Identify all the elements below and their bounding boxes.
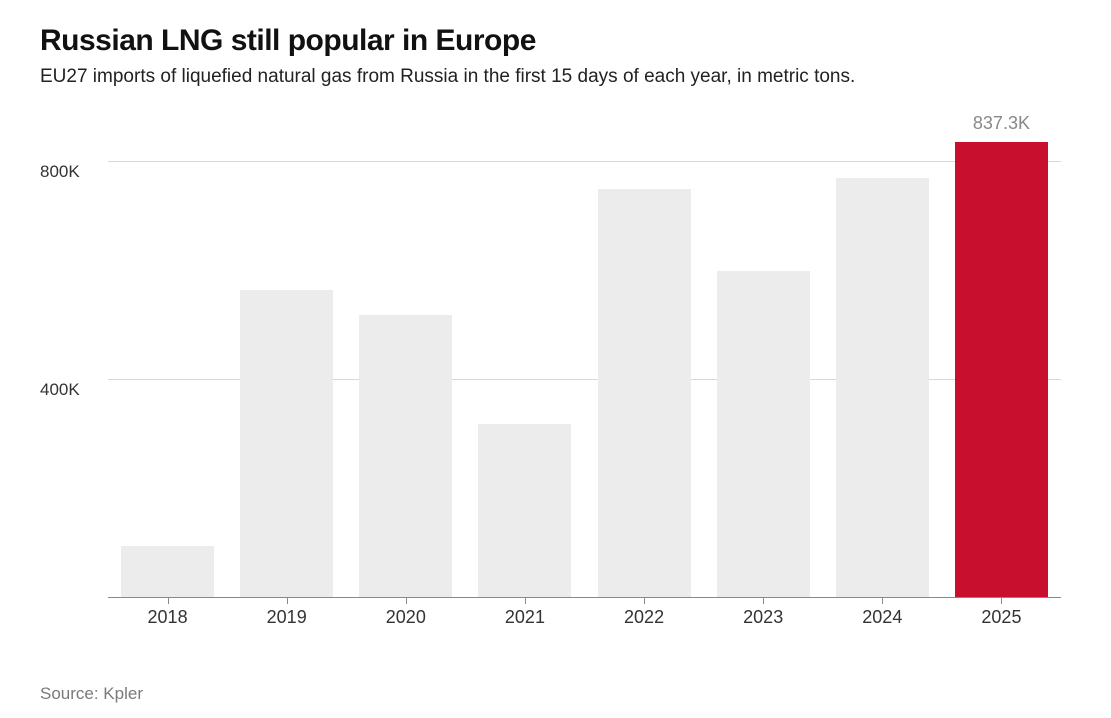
bar-slot: [465, 124, 584, 598]
x-tick: [287, 598, 288, 604]
bar-slot: 837.3K: [942, 124, 1061, 598]
chart-container: Russian LNG still popular in Europe EU27…: [0, 0, 1111, 718]
x-tick: [406, 598, 407, 604]
x-axis-label: 2023: [704, 607, 823, 628]
x-tick: [525, 598, 526, 604]
bar-slot: [585, 124, 704, 598]
x-tick: [763, 598, 764, 604]
bar-slot: [108, 124, 227, 598]
x-axis-label: 2019: [227, 607, 346, 628]
x-axis-label: 2018: [108, 607, 227, 628]
x-tick: [1001, 598, 1002, 604]
x-axis-label: 2024: [823, 607, 942, 628]
chart-subtitle: EU27 imports of liquefied natural gas fr…: [40, 66, 1071, 88]
source-attribution: Source: Kpler: [40, 684, 143, 704]
bar: [240, 290, 333, 598]
bar: [359, 315, 452, 598]
x-axis-label: 2025: [942, 607, 1061, 628]
bar: [121, 546, 214, 598]
x-tick: [882, 598, 883, 604]
bar: [955, 142, 1048, 598]
x-axis-label: 2022: [585, 607, 704, 628]
bar-slot: [227, 124, 346, 598]
plot-inner: 837.3K: [108, 124, 1061, 598]
bars-group: 837.3K: [108, 124, 1061, 598]
bar: [717, 271, 810, 598]
x-axis-baseline: [108, 597, 1061, 598]
x-tick: [168, 598, 169, 604]
chart-title: Russian LNG still popular in Europe: [40, 24, 1071, 58]
bar-value-label: 837.3K: [973, 113, 1030, 134]
plot-area: 400K 800K 837.3K 20182019202020212022202…: [40, 124, 1071, 644]
bar-slot: [823, 124, 942, 598]
bar-slot: [346, 124, 465, 598]
bar: [478, 424, 571, 598]
x-axis-label: 2021: [465, 607, 584, 628]
x-axis-label: 2020: [346, 607, 465, 628]
bar: [598, 189, 691, 598]
x-axis-labels: 20182019202020212022202320242025: [108, 607, 1061, 628]
x-tick: [644, 598, 645, 604]
bar-slot: [704, 124, 823, 598]
bar: [836, 178, 929, 598]
